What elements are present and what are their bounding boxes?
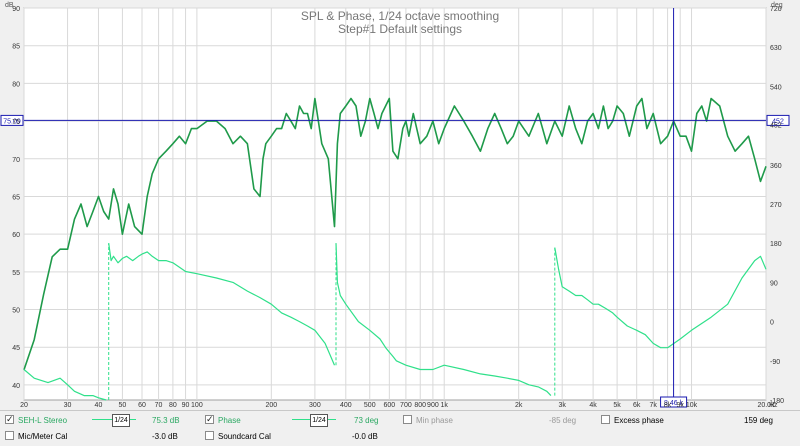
y-left-tick-label: 55 bbox=[12, 270, 20, 277]
legend-row-calibration: Mic/Meter Cal -3.0 dB Soundcard Cal -0.0… bbox=[0, 429, 800, 445]
legend-row-measurement: ✓ SEH-L Stereo 1/24 75.3 dB ✓ Phase 1/24… bbox=[0, 413, 800, 429]
y-left-tick-label: 60 bbox=[12, 232, 20, 239]
soundcard-cal-label[interactable]: Soundcard Cal bbox=[218, 432, 271, 441]
grid-lines bbox=[23, 7, 767, 400]
cursor-x-readout: 8.46 k bbox=[664, 400, 684, 407]
y-right-tick-label: 270 bbox=[770, 202, 782, 209]
y-left-tick-label: 50 bbox=[12, 308, 20, 315]
spl-cursor-value: 75.3 dB bbox=[152, 416, 180, 425]
y-left-tick-label: 80 bbox=[12, 81, 20, 88]
plot-area[interactable] bbox=[23, 7, 767, 401]
y-right-tick-label: 720 bbox=[770, 6, 782, 13]
x-tick-label: 2k bbox=[515, 402, 523, 409]
phase-visible-checkbox[interactable]: ✓ bbox=[205, 414, 214, 424]
phase-legend-label[interactable]: Phase bbox=[218, 416, 241, 425]
x-tick-label: 300 bbox=[309, 402, 321, 409]
x-tick-label: 500 bbox=[364, 402, 376, 409]
excess-phase-value: 159 deg bbox=[744, 416, 773, 425]
x-tick-label: 3k bbox=[559, 402, 567, 409]
mic-cal-label[interactable]: Mic/Meter Cal bbox=[18, 432, 68, 441]
min-phase-label[interactable]: Min phase bbox=[416, 416, 453, 425]
x-tick-label: 400 bbox=[340, 402, 352, 409]
y-right-tick-label: -90 bbox=[770, 359, 780, 366]
curves bbox=[23, 97, 767, 401]
phase-curve bbox=[23, 243, 767, 401]
x-tick-label: 1k bbox=[441, 402, 449, 409]
spl-legend-label[interactable]: SEH-L Stereo bbox=[18, 416, 68, 425]
x-tick-label: 4k bbox=[589, 402, 597, 409]
y-right-tick-label: -180 bbox=[770, 398, 784, 405]
y-left-tick-label: 70 bbox=[12, 157, 20, 164]
x-tick-label: 8k bbox=[664, 402, 672, 409]
x-tick-label: 40 bbox=[95, 402, 103, 409]
x-tick-label: 700 bbox=[400, 402, 412, 409]
cursor-left-readout-box bbox=[0, 114, 24, 126]
y-left-tick-label: 45 bbox=[12, 345, 20, 352]
cursor-x-readout-box bbox=[660, 396, 688, 408]
y-left-tick-label: 75 bbox=[12, 119, 20, 126]
y-left-tick-label: 65 bbox=[12, 194, 20, 201]
x-tick-label: 80 bbox=[169, 402, 177, 409]
x-tick-label: 9k bbox=[677, 402, 685, 409]
left-unit-label: dB bbox=[5, 2, 14, 9]
min-phase-checkbox[interactable] bbox=[403, 415, 412, 424]
y-right-tick-label: 360 bbox=[770, 163, 782, 170]
y-left-tick-label: 85 bbox=[12, 44, 20, 51]
x-tick-label: 800 bbox=[414, 402, 426, 409]
cursor-right-readout: 452 bbox=[772, 118, 784, 125]
y-right-tick-label: 90 bbox=[770, 280, 778, 287]
phase-smoothing-badge[interactable]: 1/24 bbox=[310, 414, 328, 427]
x-tick-label: 10k bbox=[686, 402, 698, 409]
soundcard-cal-checkbox[interactable] bbox=[205, 431, 214, 440]
x-unit-label: Hz bbox=[769, 402, 778, 409]
spl-visible-checkbox[interactable]: ✓ bbox=[5, 414, 14, 424]
soundcard-cal-value: -0.0 dB bbox=[352, 432, 378, 441]
mic-cal-value: -3.0 dB bbox=[152, 432, 178, 441]
checkmark-icon: ✓ bbox=[206, 414, 214, 424]
chart-subtitle: Step#1 Default settings bbox=[338, 22, 462, 36]
y-right-tick-label: 630 bbox=[770, 45, 782, 52]
x-tick-label: 20 bbox=[20, 402, 28, 409]
mic-cal-checkbox[interactable] bbox=[5, 431, 14, 440]
x-tick-label: 7k bbox=[650, 402, 658, 409]
x-tick-label: 60 bbox=[138, 402, 146, 409]
right-unit-label: deg bbox=[771, 2, 783, 9]
x-tick-label: 90 bbox=[182, 402, 190, 409]
spl-smoothing-badge[interactable]: 1/24 bbox=[112, 414, 130, 427]
y-right-tick-label: 180 bbox=[770, 241, 782, 248]
checkmark-icon: ✓ bbox=[6, 414, 14, 424]
y-left-tick-label: 40 bbox=[12, 383, 20, 390]
chart-title: SPL & Phase, 1/24 octave smoothing bbox=[301, 9, 499, 23]
phase-cursor-value: 73 deg bbox=[354, 416, 379, 425]
x-tick-label: 30 bbox=[64, 402, 72, 409]
x-tick-label: 600 bbox=[383, 402, 395, 409]
x-tick-label: 900 bbox=[427, 402, 439, 409]
cursor-right-readout-box bbox=[766, 114, 790, 126]
x-tick-label: 200 bbox=[265, 402, 277, 409]
spl-curve bbox=[23, 97, 767, 371]
y-left-tick-label: 90 bbox=[12, 6, 20, 13]
x-tick-label: 100 bbox=[191, 402, 203, 409]
y-right-tick-label: 0 bbox=[770, 320, 774, 327]
x-tick-label: 5k bbox=[613, 402, 621, 409]
x-tick-label: 70 bbox=[155, 402, 163, 409]
y-right-tick-label: 540 bbox=[770, 84, 782, 91]
min-phase-value: -85 deg bbox=[549, 416, 577, 425]
excess-phase-checkbox[interactable] bbox=[601, 415, 610, 424]
cursor-left-readout: 75.09 bbox=[3, 118, 21, 125]
cursor-lines[interactable]: 75.09 452 8.46 k bbox=[0, 8, 790, 408]
legend-panel: ✓ SEH-L Stereo 1/24 75.3 dB ✓ Phase 1/24… bbox=[0, 410, 800, 446]
excess-phase-label[interactable]: Excess phase bbox=[614, 416, 664, 425]
y-right-tick-label: 452 bbox=[770, 123, 782, 130]
x-tick-label: 6k bbox=[633, 402, 641, 409]
x-tick-label: 20.0k bbox=[757, 402, 775, 409]
x-tick-label: 50 bbox=[119, 402, 127, 409]
axis-ticks: 20 30 40 50 60 70 80 90 100 200 300 400 500 600 700 800… bbox=[12, 6, 784, 409]
